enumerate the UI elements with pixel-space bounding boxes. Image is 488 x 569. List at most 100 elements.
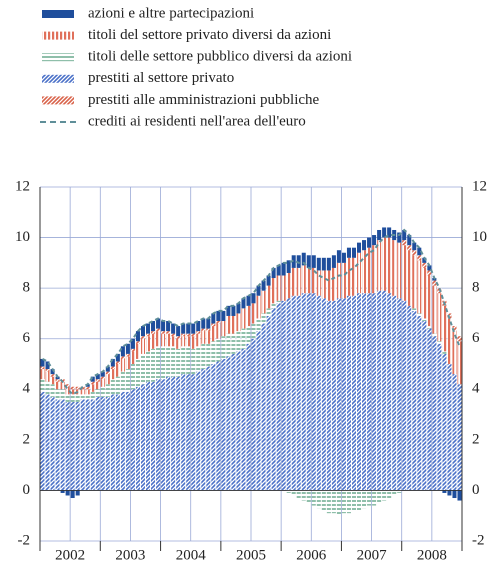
bar-segment bbox=[60, 399, 65, 491]
bar-segment bbox=[85, 399, 90, 491]
bar-segment bbox=[90, 399, 95, 491]
bar-segment bbox=[412, 255, 417, 309]
bar-segment bbox=[95, 396, 100, 491]
bar-segment bbox=[75, 394, 80, 402]
bar-segment bbox=[135, 358, 140, 387]
bar-segment bbox=[362, 490, 367, 509]
bar-segment bbox=[105, 371, 110, 375]
bar-segment bbox=[135, 386, 140, 491]
bar-segment bbox=[45, 381, 50, 395]
bar-segment bbox=[166, 346, 171, 377]
bar-segment bbox=[206, 343, 211, 367]
bar-segment bbox=[372, 245, 377, 294]
bar-segment bbox=[70, 386, 75, 390]
bar-segment bbox=[105, 374, 110, 385]
bar-segment bbox=[387, 490, 392, 499]
bar-segment bbox=[346, 490, 351, 514]
bar-segment bbox=[266, 285, 271, 309]
bar-segment bbox=[146, 381, 151, 491]
bar-segment bbox=[65, 386, 70, 395]
bar-segment bbox=[65, 401, 70, 491]
bar-segment bbox=[402, 300, 407, 491]
bar-segment bbox=[50, 369, 55, 375]
bar-segment bbox=[432, 285, 437, 334]
bar-segment bbox=[256, 285, 261, 296]
bar-segment bbox=[146, 336, 151, 352]
bar-segment bbox=[382, 227, 387, 238]
bar-segment bbox=[427, 326, 432, 329]
bar-segment bbox=[457, 341, 462, 385]
bar-segment bbox=[181, 374, 186, 491]
bar-segment bbox=[251, 303, 256, 324]
y-tick-label: -2 bbox=[18, 532, 31, 548]
bar-segment bbox=[60, 389, 65, 400]
bar-segment bbox=[231, 333, 236, 354]
bar-segment bbox=[346, 247, 351, 258]
bar-segment bbox=[55, 399, 60, 491]
bar-segment bbox=[256, 295, 261, 319]
bar-segment bbox=[286, 272, 291, 299]
bar-segment bbox=[306, 255, 311, 268]
bar-segment bbox=[351, 257, 356, 296]
bar-segment bbox=[271, 267, 276, 279]
bar-segment bbox=[196, 321, 201, 332]
bar-segment bbox=[70, 389, 75, 395]
bar-segment bbox=[216, 323, 221, 339]
bar-segment bbox=[171, 333, 176, 337]
y-tick-label-right: -2 bbox=[472, 532, 485, 548]
bar-segment bbox=[100, 386, 105, 397]
bar-segment bbox=[442, 353, 447, 491]
bar-segment bbox=[85, 386, 90, 390]
bar-segment bbox=[70, 490, 75, 499]
bar-segment bbox=[336, 262, 341, 299]
bar-segment bbox=[316, 490, 321, 509]
bar-segment bbox=[206, 318, 211, 329]
bar-segment bbox=[437, 341, 442, 344]
bar-segment bbox=[125, 369, 130, 392]
bar-segment bbox=[75, 490, 80, 496]
bar-segment bbox=[457, 336, 462, 342]
bar-segment bbox=[427, 265, 432, 271]
bar-segment bbox=[367, 490, 372, 506]
bar-segment bbox=[372, 235, 377, 246]
bar-segment bbox=[311, 267, 316, 294]
bar-segment bbox=[276, 300, 281, 304]
bar-segment bbox=[331, 255, 336, 268]
bar-segment bbox=[171, 336, 176, 347]
bar-segment bbox=[196, 346, 201, 372]
bar-segment bbox=[201, 369, 206, 491]
bar-segment bbox=[377, 229, 382, 241]
bar-segment bbox=[407, 250, 412, 306]
bar-segment bbox=[412, 242, 417, 251]
bar-segment bbox=[211, 341, 216, 364]
bar-segment bbox=[151, 348, 156, 382]
bar-segment bbox=[45, 371, 50, 382]
bar-segment bbox=[151, 333, 156, 349]
bar-segment bbox=[452, 374, 457, 491]
bar-segment bbox=[422, 262, 427, 268]
bar-segment bbox=[216, 321, 221, 324]
bar-segment bbox=[382, 237, 387, 291]
x-tick-label: 2002 bbox=[55, 547, 85, 563]
bar-segment bbox=[226, 333, 231, 357]
bar-segment bbox=[306, 293, 311, 491]
bar-segment bbox=[231, 305, 236, 316]
bar-segment bbox=[226, 315, 231, 334]
bar-segment bbox=[432, 333, 437, 337]
bar-segment bbox=[161, 346, 166, 380]
bar-segment bbox=[251, 338, 256, 491]
bar-segment bbox=[246, 326, 251, 344]
bar-segment bbox=[105, 396, 110, 491]
bar-segment bbox=[452, 490, 457, 499]
bar-segment bbox=[432, 280, 437, 286]
bar-segment bbox=[115, 394, 120, 491]
bar-segment bbox=[236, 351, 241, 491]
bar-segment bbox=[206, 331, 211, 344]
bar-segment bbox=[326, 300, 331, 491]
legend-label: crediti ai residenti nell'area dell'euro bbox=[88, 113, 306, 129]
bar-segment bbox=[221, 358, 226, 491]
bar-segment bbox=[110, 379, 115, 395]
bar-segment bbox=[367, 237, 372, 248]
bar-segment bbox=[286, 490, 291, 493]
bar-segment bbox=[216, 338, 221, 362]
